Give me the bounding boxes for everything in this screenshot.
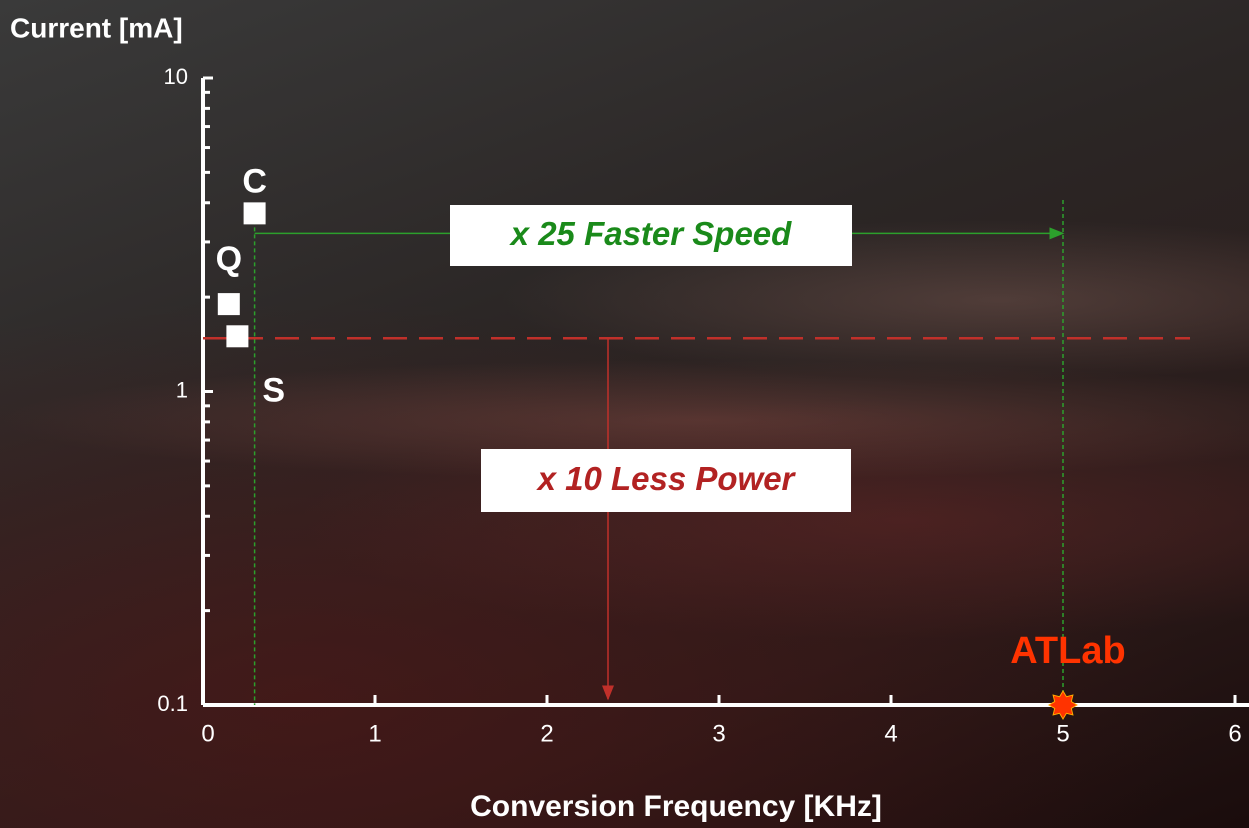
x-tick-label: 0 — [201, 720, 214, 747]
point-label: Q — [216, 240, 242, 278]
point — [1049, 691, 1077, 719]
annotation: x 10 Less Power — [536, 460, 797, 497]
x-tick-label: 6 — [1228, 720, 1241, 747]
point-label: S — [262, 371, 285, 409]
background: Current [mA] Conversion Frequency [KHz] … — [0, 0, 1249, 828]
point-label: C — [242, 162, 267, 200]
x-tick-label: 2 — [540, 720, 553, 747]
y-tick-label: 10 — [164, 64, 188, 89]
point — [226, 325, 248, 347]
point-label: ATLab — [1010, 630, 1125, 672]
x-tick-label: 1 — [368, 720, 381, 747]
y-axis-title: Current [mA] — [10, 12, 183, 43]
y-tick-label: 1 — [176, 377, 188, 402]
point — [218, 293, 240, 315]
chart: Current [mA] Conversion Frequency [KHz] … — [0, 0, 1249, 828]
y-tick-label: 0.1 — [157, 691, 188, 716]
annotation: x 25 Faster Speed — [509, 215, 792, 252]
point — [244, 202, 266, 224]
x-tick-label: 3 — [712, 720, 725, 747]
x-axis-title: Conversion Frequency [KHz] — [470, 790, 882, 823]
x-tick-label: 5 — [1056, 720, 1069, 747]
x-tick-label: 4 — [884, 720, 897, 747]
